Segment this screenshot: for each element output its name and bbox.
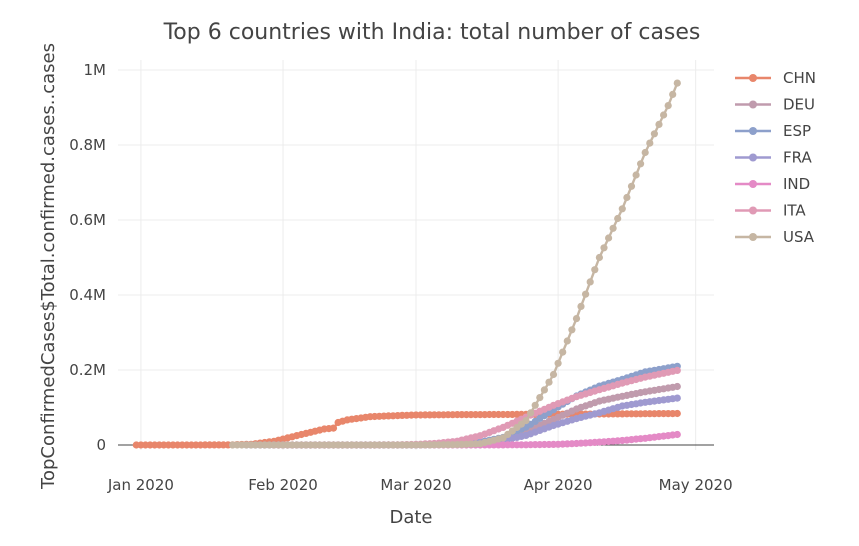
data-point-usa: [586, 278, 594, 286]
data-point-usa: [650, 130, 659, 138]
data-point-usa: [554, 359, 562, 367]
legend: CHN DEU ESP FRA IND ITA USA: [735, 69, 816, 246]
legend-item-esp: ESP: [735, 122, 811, 140]
x-axis-title: Date: [389, 507, 432, 528]
legend-item-ind: IND: [735, 175, 810, 193]
legend-label: USA: [783, 228, 815, 246]
legend-label: ITA: [783, 202, 806, 220]
data-point-usa: [568, 326, 576, 334]
data-point-usa: [531, 401, 539, 409]
legend-label: ESP: [783, 122, 811, 140]
data-point-usa: [627, 182, 636, 190]
series-usa: [229, 79, 681, 449]
data-point-usa: [623, 193, 631, 202]
data-point-ita: [673, 366, 681, 374]
data-point-ind: [673, 430, 681, 439]
x-tick-label: Apr 2020: [524, 476, 593, 494]
legend-label: IND: [783, 175, 810, 193]
x-tick-label: Jan 2020: [107, 476, 174, 494]
legend-label: FRA: [783, 149, 812, 167]
chart-title: Top 6 countries with India: total number…: [163, 20, 701, 45]
data-point-usa: [641, 148, 649, 157]
data-point-usa: [673, 79, 681, 87]
data-point-usa: [563, 337, 571, 345]
legend-marker-swatch: [749, 233, 757, 241]
data-point-usa: [549, 370, 558, 379]
data-point-usa: [614, 214, 622, 223]
y-tick-label: 0.6M: [69, 211, 106, 229]
data-point-usa: [540, 386, 549, 394]
data-point-chn: [673, 409, 681, 418]
data-point-usa: [605, 234, 613, 242]
data-point-usa: [559, 348, 567, 356]
legend-item-usa: USA: [735, 228, 815, 246]
x-tick-label: May 2020: [659, 476, 733, 494]
data-point-usa: [637, 160, 645, 168]
data-point-usa: [536, 394, 544, 402]
legend-marker-swatch: [749, 153, 757, 162]
x-tick-label: Feb 2020: [248, 476, 318, 494]
data-point-usa: [664, 102, 672, 110]
data-point-usa: [545, 378, 553, 386]
axis-layer: Jan 2020 Feb 2020 Mar 2020 Apr 2020 May 2020…: [69, 61, 732, 494]
legend-marker-swatch: [749, 180, 757, 188]
data-point-usa: [591, 266, 599, 274]
data-point-deu: [673, 382, 681, 391]
legend-label: DEU: [783, 96, 815, 114]
data-point-usa: [655, 120, 663, 128]
y-tick-label: 0.4M: [69, 286, 106, 304]
legend-marker-swatch: [749, 206, 757, 215]
data-point-usa: [595, 253, 604, 262]
data-point-usa: [618, 205, 626, 213]
y-tick-label: 0: [96, 436, 106, 454]
data-point-chn: [329, 424, 338, 432]
data-point-usa: [582, 290, 590, 298]
legend-marker-swatch: [749, 100, 757, 109]
data-point-usa: [632, 171, 640, 179]
legend-label: CHN: [783, 69, 816, 87]
legend-marker-swatch: [749, 74, 757, 82]
legend-item-chn: CHN: [735, 69, 816, 87]
series-line-usa: [231, 81, 679, 447]
data-point-usa: [577, 302, 585, 310]
legend-item-fra: FRA: [735, 149, 812, 167]
y-axis-title: TopConfirmedCases$Total.confirmed.cases.…: [38, 43, 59, 490]
data-point-usa: [669, 90, 677, 98]
grid-layer: [118, 60, 714, 450]
data-point-usa: [527, 409, 535, 417]
y-tick-label: 0.8M: [69, 136, 106, 154]
legend-marker-swatch: [749, 127, 757, 135]
data-point-usa: [660, 111, 668, 119]
data-point-usa: [600, 244, 608, 252]
data-point-usa: [646, 139, 654, 147]
data-point-usa: [609, 224, 617, 232]
y-tick-label: 0.2M: [69, 361, 106, 379]
y-tick-label: 1M: [84, 61, 107, 79]
data-point-usa: [572, 315, 581, 323]
data-point-fra: [673, 394, 681, 402]
data-point-usa: [522, 417, 530, 425]
series-layer: [132, 79, 681, 449]
x-tick-label: Mar 2020: [380, 476, 451, 494]
legend-item-ita: ITA: [735, 202, 806, 220]
legend-item-deu: DEU: [735, 96, 815, 114]
